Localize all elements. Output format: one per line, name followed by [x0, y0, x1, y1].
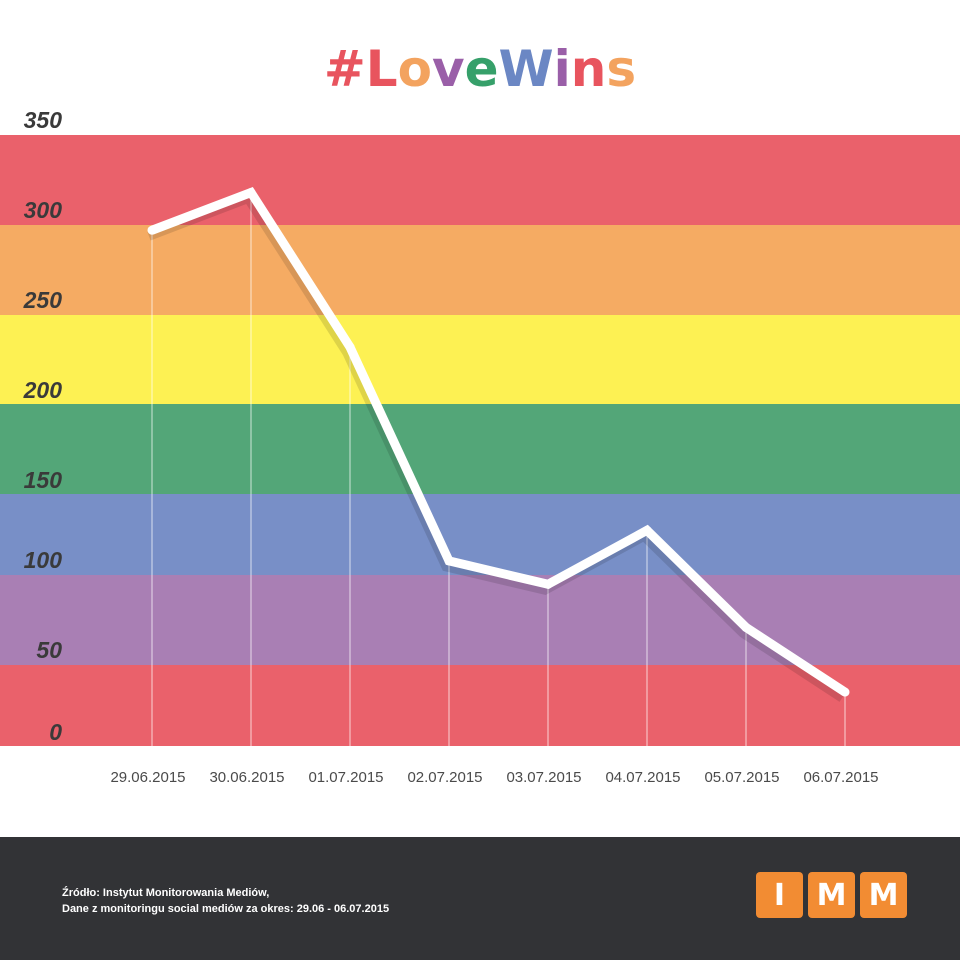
- logo-letter-i: I: [756, 872, 803, 918]
- y-tick-label: 150: [24, 467, 63, 493]
- y-tick-label: 100: [24, 547, 63, 573]
- x-tick-label: 02.07.2015: [407, 769, 482, 786]
- background-band: [0, 225, 960, 315]
- footer: Źródło: Instytut Monitorowania Mediów, D…: [0, 837, 960, 960]
- line-chart: 0 50 100 150 200 250 300 350 29.06.2015 30.06.20…: [0, 107, 960, 786]
- x-tick-label: 03.07.2015: [506, 769, 581, 786]
- series-line-shadow: [147, 192, 845, 702]
- data-point: [840, 687, 850, 697]
- background-band: [0, 665, 960, 746]
- data-point: [543, 579, 553, 589]
- y-tick-label: 50: [36, 637, 62, 663]
- rainbow-background: [0, 135, 960, 746]
- y-axis-ticks: 0 50 100 150 200 250 300 350: [23, 107, 63, 745]
- y-tick-label: 350: [24, 107, 63, 133]
- data-point: [741, 622, 751, 632]
- x-tick-label: 05.07.2015: [704, 769, 779, 786]
- data-point: [642, 525, 652, 535]
- background-band: [0, 404, 960, 494]
- title-letter: W: [498, 40, 554, 98]
- chart-title: #LoveWins: [0, 34, 960, 104]
- title-letter: e: [464, 40, 499, 98]
- y-tick-label: 200: [23, 377, 63, 403]
- title-letter: v: [431, 40, 465, 98]
- logo-letter-m: M: [808, 872, 855, 918]
- series-line-layer: [147, 186, 850, 702]
- data-point: [345, 342, 355, 352]
- source-line-2: Dane z monitoringu social mediów za okre…: [62, 903, 390, 915]
- x-tick-label: 30.06.2015: [209, 769, 284, 786]
- data-point: [246, 188, 256, 198]
- y-tick-label: 250: [23, 287, 63, 313]
- background-band: [0, 575, 960, 665]
- drop-lines: [151, 192, 846, 754]
- imm-logo: I M M: [756, 872, 907, 918]
- source-note: Źródło: Instytut Monitorowania Mediów, D…: [62, 885, 389, 917]
- data-point: [147, 225, 157, 235]
- data-point: [444, 556, 454, 566]
- title-letter: #: [323, 40, 366, 98]
- series-line: [150, 186, 848, 696]
- logo-letter-m-2: M: [860, 872, 907, 918]
- y-tick-label: 300: [24, 197, 63, 223]
- y-tick-label: 0: [49, 719, 62, 745]
- title-letter: s: [606, 40, 637, 98]
- x-axis-ticks: 29.06.2015 30.06.2015 01.07.2015 02.07.2015…: [110, 769, 878, 786]
- background-band: [0, 315, 960, 404]
- source-line-1: Źródło: Instytut Monitorowania Mediów,: [62, 887, 270, 899]
- title-letter: o: [397, 40, 432, 98]
- x-tick-label: 06.07.2015: [803, 769, 878, 786]
- x-tick-label: 04.07.2015: [605, 769, 680, 786]
- title-letter: n: [570, 40, 607, 98]
- title-letter: L: [365, 40, 398, 98]
- x-tick-label: 29.06.2015: [110, 769, 185, 786]
- background-band: [0, 135, 960, 225]
- title-letter: i: [553, 40, 571, 98]
- background-band: [0, 494, 960, 575]
- x-tick-label: 01.07.2015: [308, 769, 383, 786]
